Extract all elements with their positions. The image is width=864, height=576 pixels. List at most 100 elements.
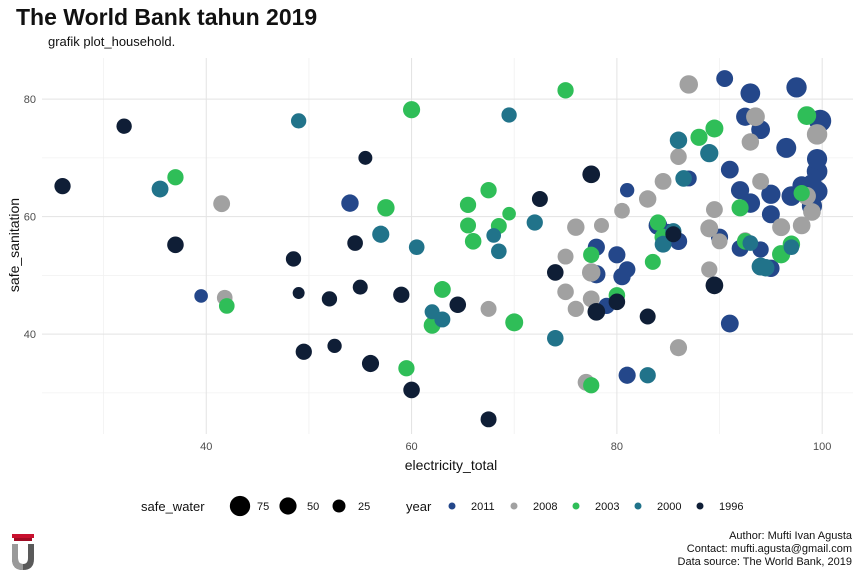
point-2003-8 [460,217,477,234]
point-2008-12 [638,190,657,208]
caption-author: Author: Mufti Ivan Agusta [729,530,852,542]
x-axis-label: electricity_total [405,457,498,473]
chart-subtitle: grafik plot_household. [48,34,176,49]
point-1996-3 [285,251,302,267]
point-2003-15 [583,377,600,394]
point-1996-17 [547,264,564,281]
point-2008-4 [557,283,574,301]
color-legend-label-1996: 1996 [719,501,743,513]
point-2003-4 [398,360,415,377]
point-2011-27 [613,267,631,286]
color-legend-key-1996 [696,502,704,510]
point-2008-26 [806,124,828,145]
point-2000-3 [408,239,425,255]
y-axis-label: safe_sanitation [6,198,22,292]
chart-title: The World Bank tahun 2019 [16,4,318,30]
point-2008-2 [480,300,497,317]
point-2003-23 [731,199,749,217]
size-legend-label-75: 75 [257,501,269,513]
point-2003-6 [433,281,451,298]
point-1996-5 [295,343,312,360]
point-2011-29 [618,366,636,384]
size-legend-key-75 [229,495,251,517]
point-2008-16 [669,339,688,357]
color-legend-label-2008: 2008 [533,501,557,513]
axes: electricity_total safe_sanitation 40 60 80… [6,94,831,473]
point-2003-10 [480,182,497,199]
point-2003-9 [464,233,482,250]
point-2008-25 [803,203,821,221]
point-2011-5 [740,83,761,104]
point-2003-28 [797,106,817,125]
point-1996-14 [449,296,467,314]
point-2003-7 [459,196,477,214]
point-2008-23 [772,218,791,237]
color-legend-key-2003 [572,502,580,510]
point-2011-4 [716,70,734,87]
point-2008-9 [614,202,630,219]
point-2008-15 [679,75,698,94]
point-1996-4 [292,287,305,299]
point-2000-2 [372,225,390,243]
point-1996-13 [403,381,420,399]
point-2003-19 [649,214,667,231]
point-1996-0 [54,177,71,195]
point-2000-1 [290,113,307,129]
grid [42,58,853,434]
point-2000-10 [547,329,564,347]
point-2011-0 [194,289,208,303]
point-2000-15 [675,170,692,187]
point-2008-3 [557,248,574,265]
point-1996-21 [639,308,656,325]
point-2008-13 [654,172,672,190]
point-1996-16 [531,191,548,207]
point-1996-9 [352,279,368,295]
point-2003-0 [167,169,184,186]
point-2011-9 [776,137,797,158]
point-2000-16 [700,144,719,163]
x-tick-label: 100 [813,441,831,453]
point-1996-15 [480,411,497,428]
point-2000-5 [434,311,451,328]
caption-source: Data source: The World Bank, 2019 [677,556,852,568]
x-tick-label: 40 [200,441,212,453]
point-2003-14 [557,82,574,99]
color-legend-label-2000: 2000 [657,501,681,513]
size-legend-label-25: 25 [358,501,370,513]
point-2003-22 [705,119,724,138]
color-legend-label-2011: 2011 [471,501,495,513]
point-2008-5 [567,218,585,236]
size-legend-label-50: 50 [307,501,319,513]
point-2003-13 [505,313,524,332]
point-2008-18 [711,233,728,250]
point-2011-7 [720,160,739,179]
point-2003-2 [377,199,395,217]
point-2000-17 [742,235,759,251]
point-2000-7 [491,243,507,260]
point-2000-6 [486,228,502,243]
point-1996-18 [582,165,601,184]
size-legend-key-50 [279,497,297,515]
point-2008-21 [741,133,760,151]
y-tick-label: 80 [24,94,36,106]
point-2008-0 [213,195,231,213]
color-legend-key-2011 [448,502,456,510]
point-2003-27 [793,184,810,202]
point-1996-12 [393,286,410,303]
point-2008-20 [746,107,765,127]
point-2008-8 [593,217,609,233]
point-2008-17 [701,261,718,278]
point-1996-10 [358,150,373,165]
point-2000-14 [669,131,688,149]
color-legend-key-2000 [634,502,642,510]
point-2011-1 [341,194,359,212]
point-2011-6 [786,77,807,98]
point-1996-7 [327,338,342,354]
size-legend-key-25 [332,499,346,513]
point-1996-6 [321,291,338,307]
point-2008-22 [752,172,770,190]
caption-contact: Contact: mufti.agusta@gmail.com [686,543,852,555]
y-tick-label: 60 [24,212,36,224]
point-2000-19 [757,259,775,277]
